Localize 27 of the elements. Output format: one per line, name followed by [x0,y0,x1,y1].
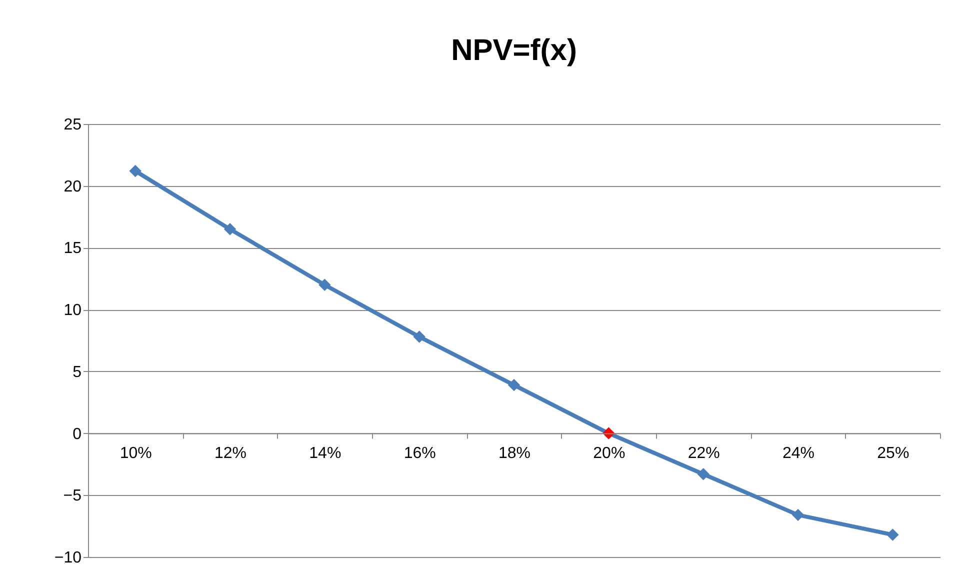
x-tick-label: 18% [498,444,531,462]
y-tick-label: 25 [64,116,82,134]
x-tick-label: 10% [120,444,152,462]
point [792,508,804,522]
x-tick-label: 14% [309,444,342,462]
point [224,223,236,236]
y-tick-label: 0 [72,426,82,443]
point [129,164,142,178]
point [413,330,426,343]
x-tick-label: 20% [593,444,626,462]
x-tick-label: 24% [782,444,815,462]
point [508,378,520,392]
point [318,278,331,291]
y-tick-label: 20 [64,178,82,196]
x-tick-label: 12% [214,444,247,462]
point [886,528,899,541]
y-tick-label: 5 [72,364,82,381]
x-tick-label: 16% [404,444,436,462]
point [697,468,710,480]
point [602,427,615,440]
x-tick-label: 22% [688,444,720,462]
x-tick-label: 25% [877,444,910,462]
y-tick-label: −10 [54,550,82,566]
y-tick-label: −5 [63,488,82,505]
y-tick-label: 15 [64,240,82,258]
y-tick-label: 10 [64,302,82,320]
chart-title: NPV=f(x) [451,34,577,67]
